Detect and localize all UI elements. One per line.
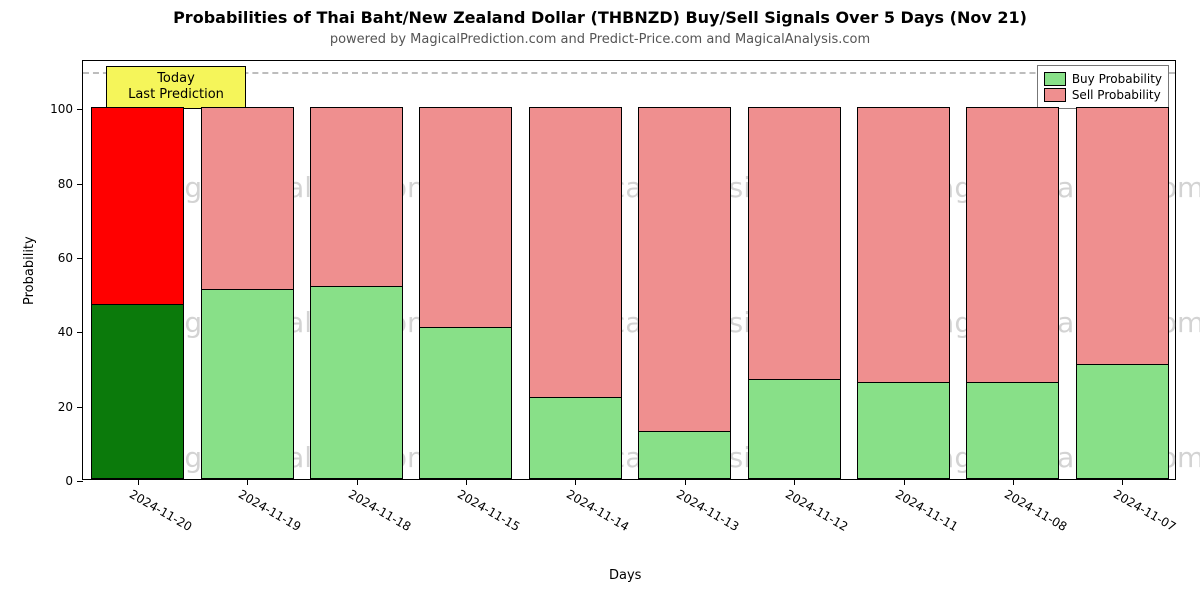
bar-buy — [857, 382, 950, 479]
xtick-label: 2024-11-18 — [346, 487, 413, 534]
chart-subtitle: powered by MagicalPrediction.com and Pre… — [0, 32, 1200, 47]
xtick-label: 2024-11-15 — [455, 487, 522, 534]
bar-buy — [1076, 364, 1169, 479]
xtick-mark — [904, 479, 905, 485]
xtick-mark — [1122, 479, 1123, 485]
legend-label: Sell Probability — [1072, 88, 1161, 102]
ytick-label: 60 — [58, 251, 83, 265]
xtick-label: 2024-11-08 — [1002, 487, 1069, 534]
legend-item: Buy Probability — [1044, 72, 1162, 86]
xtick-mark — [357, 479, 358, 485]
xtick-mark — [466, 479, 467, 485]
bar-buy — [638, 431, 731, 479]
ytick-label: 0 — [65, 474, 83, 488]
xtick-mark — [247, 479, 248, 485]
ytick-label: 100 — [50, 102, 83, 116]
ytick-label: 80 — [58, 177, 83, 191]
xtick-label: 2024-11-07 — [1111, 487, 1178, 534]
bar-sell — [638, 107, 731, 479]
legend: Buy Probability Sell Probability — [1037, 65, 1169, 109]
xtick-mark — [138, 479, 139, 485]
xtick-label: 2024-11-11 — [893, 487, 960, 534]
today-callout-line2: Last Prediction — [115, 87, 237, 103]
bar-buy — [748, 379, 841, 479]
legend-item: Sell Probability — [1044, 88, 1162, 102]
xtick-mark — [794, 479, 795, 485]
chart-container: Probabilities of Thai Baht/New Zealand D… — [0, 0, 1200, 600]
bar-buy — [419, 327, 512, 479]
y-axis-label: Probability — [22, 236, 37, 305]
xtick-label: 2024-11-12 — [783, 487, 850, 534]
xtick-label: 2024-11-14 — [564, 487, 631, 534]
today-callout-line1: Today — [115, 71, 237, 87]
xtick-label: 2024-11-19 — [236, 487, 303, 534]
xtick-label: 2024-11-20 — [127, 487, 194, 534]
bar-buy — [310, 286, 403, 479]
xtick-mark — [575, 479, 576, 485]
plot-area: MagicalAnalysis.comMagicalAnalysis.comMa… — [82, 60, 1176, 480]
ytick-label: 40 — [58, 325, 83, 339]
x-axis-label: Days — [609, 568, 641, 583]
ytick-label: 20 — [58, 400, 83, 414]
bar-buy — [966, 382, 1059, 479]
xtick-mark — [1013, 479, 1014, 485]
bars-layer — [83, 61, 1175, 479]
xtick-mark — [685, 479, 686, 485]
chart-title: Probabilities of Thai Baht/New Zealand D… — [0, 8, 1200, 27]
legend-swatch — [1044, 88, 1066, 102]
xtick-label: 2024-11-13 — [674, 487, 741, 534]
today-callout: Today Last Prediction — [106, 66, 246, 109]
legend-label: Buy Probability — [1072, 72, 1162, 86]
bar-buy — [201, 289, 294, 479]
legend-swatch — [1044, 72, 1066, 86]
bar-buy — [91, 304, 184, 479]
bar-buy — [529, 397, 622, 479]
